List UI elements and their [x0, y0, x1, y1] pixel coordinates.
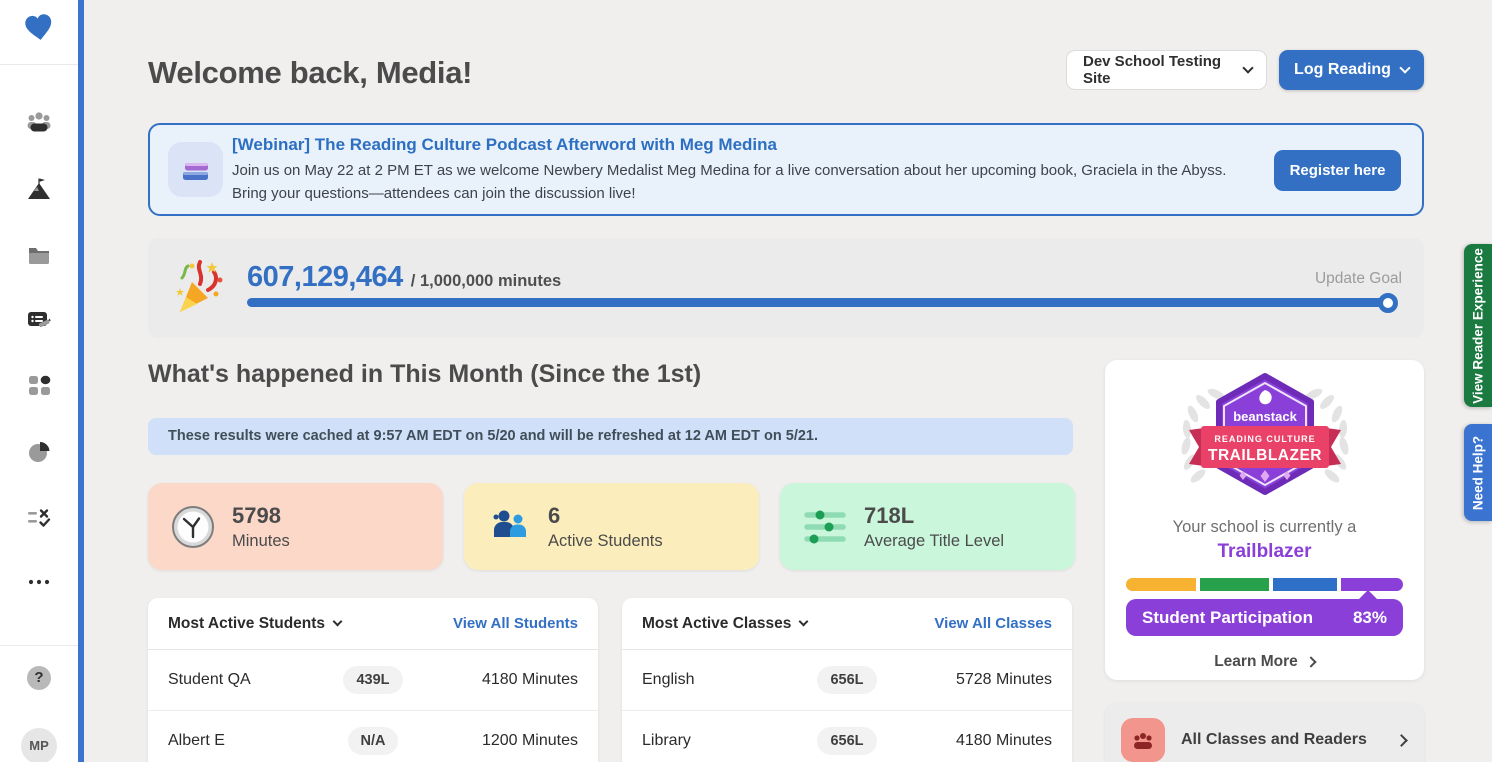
view-all-students-link[interactable]: View All Students: [452, 615, 578, 632]
pointer-up-icon: [1358, 590, 1377, 599]
goal-target: / 1,000,000 minutes: [410, 272, 562, 290]
stat-card-active-students: 6 Active Students: [464, 483, 759, 570]
folder-icon: [26, 248, 52, 272]
webinar-body: Join us on May 22 at 2 PM ET as we welco…: [232, 162, 1227, 202]
school-status-tier: Trailblazer: [1217, 541, 1312, 562]
mountain-flag-icon: [26, 178, 52, 207]
svg-text:TRAILBLAZER: TRAILBLAZER: [1208, 447, 1322, 464]
stat-label: Active Students: [548, 531, 663, 550]
beanstack-logo[interactable]: [23, 12, 55, 49]
level-badge: 656L: [817, 727, 877, 755]
students-table-dropdown[interactable]: Most Active Students: [168, 615, 343, 633]
school-status-line: Your school is currently a: [1172, 518, 1357, 536]
students-icon: [486, 504, 532, 550]
group-icon: [26, 112, 52, 140]
stat-card-minutes: 5798 Minutes: [148, 483, 443, 570]
sidebar-accent-stripe: [78, 0, 84, 762]
chevron-right-icon: [1305, 656, 1317, 668]
sidebar-item-students[interactable]: [26, 110, 52, 136]
learn-more-link[interactable]: Learn More: [1214, 653, 1317, 671]
participation-value: 83%: [1352, 607, 1387, 627]
help-button[interactable]: ?: [27, 666, 51, 690]
sidebar-item-more[interactable]: [26, 575, 52, 587]
avatar[interactable]: MP: [21, 728, 57, 762]
party-popper-icon: [170, 254, 228, 321]
goal-current: 607,129,464: [247, 261, 403, 293]
chevron-down-icon: [332, 616, 343, 627]
ellipsis-icon: [26, 575, 52, 592]
goal-line: 607,129,464 / 1,000,000 minutes: [247, 261, 561, 294]
question-icon: ?: [34, 669, 44, 686]
table-row[interactable]: Student QA 439L 4180 Minutes: [148, 650, 598, 711]
chevron-right-icon: [1395, 733, 1408, 747]
table-row[interactable]: English 656L 5728 Minutes: [622, 650, 1072, 711]
goal-progress-bar: [247, 293, 1398, 313]
goal-progress-card: 607,129,464 / 1,000,000 minutes Update G…: [148, 238, 1424, 338]
checklist-icon: [26, 509, 52, 535]
group-icon: [1121, 718, 1165, 762]
update-goal-link[interactable]: Update Goal: [1314, 270, 1402, 287]
register-button[interactable]: Register here: [1274, 150, 1401, 191]
stat-label: Minutes: [232, 531, 290, 550]
webinar-banner: [Webinar] The Reading Culture Podcast Af…: [148, 123, 1424, 216]
tier-segment: [1341, 578, 1403, 591]
need-help-tab[interactable]: Need Help?: [1464, 424, 1492, 521]
report-pencil-icon: [26, 312, 52, 337]
table-row[interactable]: Albert E N/A 1200 Minutes: [148, 711, 598, 762]
sidebar-item-tasks[interactable]: [26, 505, 52, 531]
site-selector-dropdown[interactable]: Dev School Testing Site: [1066, 50, 1267, 90]
sidebar-item-challenges[interactable]: [26, 177, 52, 203]
stat-value: 5798: [232, 502, 281, 528]
log-reading-button[interactable]: Log Reading: [1279, 50, 1424, 90]
level-badge: 439L: [343, 666, 403, 694]
most-active-students-table: Most Active Students View All Students S…: [148, 598, 598, 762]
svg-text:beanstack: beanstack: [1233, 409, 1297, 424]
heart-icon: [23, 14, 55, 48]
tier-segment: [1200, 578, 1269, 591]
stat-card-title-level: 718L Average Title Level: [780, 483, 1075, 570]
stat-value: 6: [548, 502, 561, 528]
clock-icon: [170, 504, 216, 550]
tier-segment: [1273, 578, 1337, 591]
chevron-down-icon: [1399, 62, 1411, 74]
webinar-title: [Webinar] The Reading Culture Podcast Af…: [232, 135, 777, 154]
level-badge: N/A: [347, 727, 399, 755]
pie-chart-icon: [26, 442, 52, 469]
sidebar-divider: [0, 645, 78, 646]
sidebar-item-apps[interactable]: [26, 372, 52, 398]
page-title: Welcome back, Media!: [148, 55, 473, 90]
stat-label: Average Title Level: [864, 531, 1005, 550]
sidebar-item-reports[interactable]: [26, 439, 52, 465]
level-badge: 656L: [817, 666, 877, 694]
tier-segment-bar: [1126, 578, 1403, 591]
section-heading: What's happened in This Month (Since the…: [148, 360, 702, 388]
sidebar: ? MP: [0, 0, 78, 762]
participation-label: Student Participation: [1142, 607, 1313, 627]
sidebar-item-logs[interactable]: [26, 307, 52, 333]
participation-panel: Student Participation 83%: [1126, 590, 1403, 636]
trailblazer-badge-icon: beanstack READING CULTURE TRAILBLAZER: [1105, 370, 1424, 515]
levels-icon: [802, 504, 848, 550]
goal-slider-handle[interactable]: [1378, 293, 1398, 313]
tier-segment: [1126, 578, 1196, 591]
most-active-classes-table: Most Active Classes View All Classes Eng…: [622, 598, 1072, 762]
svg-text:READING CULTURE: READING CULTURE: [1214, 434, 1315, 444]
sidebar-divider: [0, 64, 78, 65]
stat-value: 718L: [864, 502, 915, 528]
view-reader-experience-tab[interactable]: View Reader Experience: [1464, 244, 1492, 407]
grid-icon: [26, 375, 52, 402]
books-icon: [168, 142, 223, 197]
cache-notice: These results were cached at 9:57 AM EDT…: [148, 418, 1073, 455]
chevron-down-icon: [798, 616, 809, 627]
chevron-down-icon: [1242, 62, 1254, 74]
view-all-classes-link[interactable]: View All Classes: [934, 615, 1052, 632]
trailblazer-card: beanstack READING CULTURE TRAILBLAZER Yo…: [1105, 360, 1424, 680]
classes-table-dropdown[interactable]: Most Active Classes: [642, 615, 809, 633]
sidebar-item-resources[interactable]: [26, 242, 52, 268]
table-row[interactable]: Library 656L 4180 Minutes: [622, 711, 1072, 762]
all-classes-and-readers-card[interactable]: All Classes and Readers: [1105, 703, 1424, 762]
